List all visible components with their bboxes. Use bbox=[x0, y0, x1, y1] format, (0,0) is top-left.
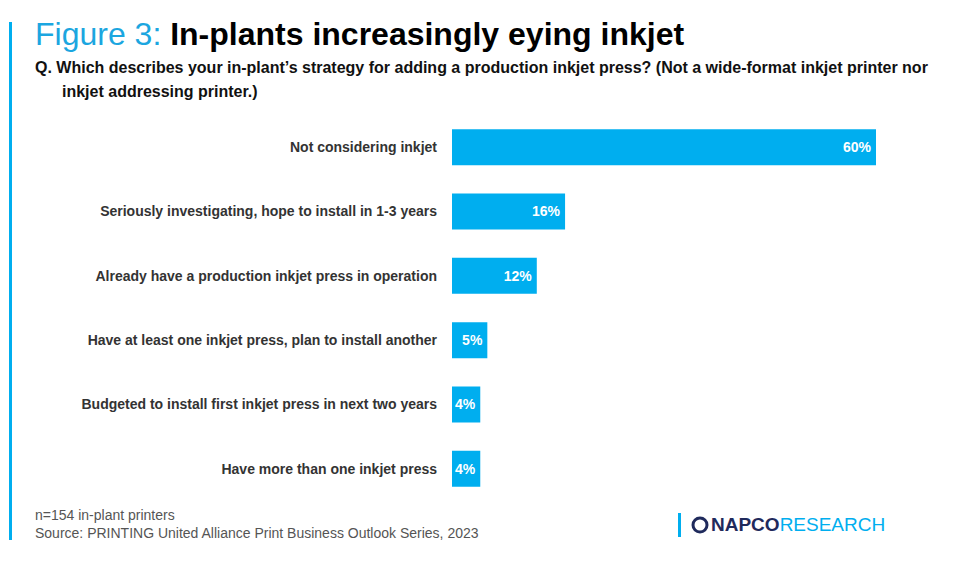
svg-text:Already have a production inkj: Already have a production inkjet press i… bbox=[95, 268, 437, 284]
html-text:Q. Which describes your in-pla: Q. Which describes your in-plant’s strat… bbox=[35, 59, 928, 100]
svg-text:Have more than one inkjet pres: Have more than one inkjet press bbox=[221, 461, 437, 477]
html-text:Figure 3: In-plants increasing: Figure 3: In-plants increasingly eying i… bbox=[35, 16, 685, 52]
svg-text:5%: 5% bbox=[462, 332, 483, 348]
svg-text:Have at least one inkjet press: Have at least one inkjet press, plan to … bbox=[88, 332, 438, 348]
svg-text:60%: 60% bbox=[843, 139, 872, 155]
svg-text:Seriously investigating, hope: Seriously investigating, hope to install… bbox=[100, 203, 437, 219]
html-text:n=154 in-plant printers: n=154 in-plant printers bbox=[35, 507, 175, 523]
svg-text:Not considering inkjet: Not considering inkjet bbox=[290, 139, 437, 155]
html-text:NAPCO RESEARCH: NAPCO RESEARCH bbox=[711, 514, 886, 535]
svg-text:4%: 4% bbox=[455, 396, 476, 412]
svg-text:4%: 4% bbox=[455, 461, 476, 477]
svg-text:16%: 16% bbox=[532, 203, 561, 219]
svg-text:12%: 12% bbox=[504, 268, 533, 284]
html-text:Source: PRINTING United Allian: Source: PRINTING United Alliance Print B… bbox=[35, 525, 479, 541]
svg-text:Budgeted to install first inkj: Budgeted to install first inkjet press i… bbox=[81, 396, 437, 412]
